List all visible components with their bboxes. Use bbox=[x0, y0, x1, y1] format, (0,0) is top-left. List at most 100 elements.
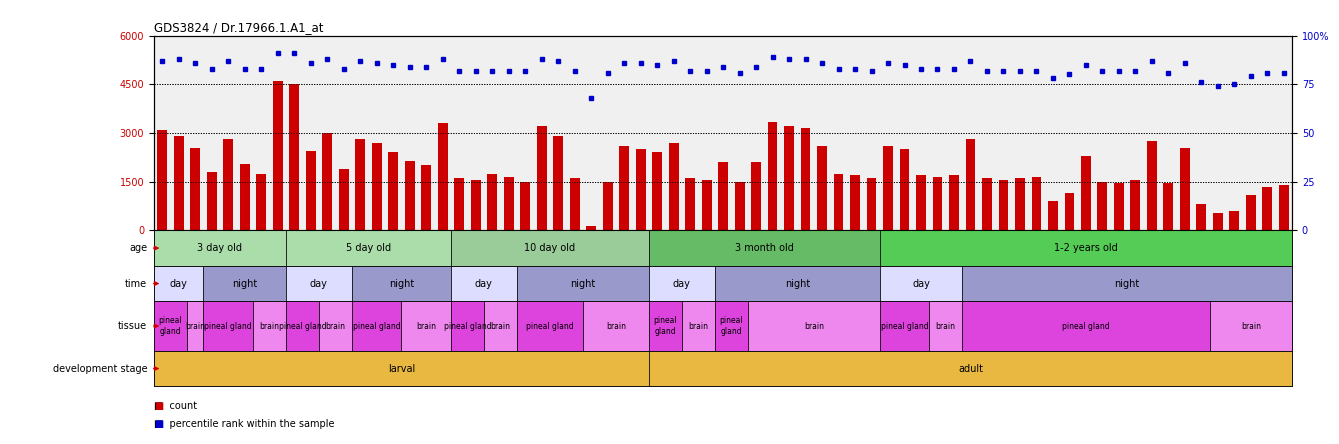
Bar bbox=[649, 230, 880, 266]
Bar bbox=[900, 149, 909, 230]
Text: larval: larval bbox=[388, 364, 415, 373]
Bar bbox=[388, 152, 398, 230]
Bar bbox=[569, 178, 580, 230]
Text: day: day bbox=[674, 278, 691, 289]
Text: adult: adult bbox=[957, 364, 983, 373]
Bar bbox=[850, 175, 860, 230]
Text: GDS3824 / Dr.17966.1.A1_at: GDS3824 / Dr.17966.1.A1_at bbox=[154, 21, 324, 34]
Bar bbox=[520, 182, 530, 230]
Bar bbox=[715, 266, 880, 301]
Bar bbox=[438, 123, 447, 230]
Bar bbox=[483, 301, 517, 351]
Bar bbox=[305, 151, 316, 230]
Text: age: age bbox=[129, 243, 147, 253]
Bar bbox=[1209, 301, 1292, 351]
Bar bbox=[1081, 156, 1091, 230]
Bar bbox=[451, 301, 483, 351]
Bar bbox=[1164, 183, 1173, 230]
Bar bbox=[157, 130, 167, 230]
Bar bbox=[154, 230, 287, 266]
Bar bbox=[240, 164, 249, 230]
Text: ■: ■ bbox=[154, 401, 163, 411]
Bar bbox=[801, 128, 810, 230]
Bar bbox=[154, 301, 187, 351]
Bar bbox=[1148, 141, 1157, 230]
Bar bbox=[323, 133, 332, 230]
Bar bbox=[352, 301, 402, 351]
Text: pineal
gland: pineal gland bbox=[158, 316, 182, 336]
Text: tissue: tissue bbox=[118, 321, 147, 331]
Bar bbox=[174, 136, 183, 230]
Text: pineal gland: pineal gland bbox=[205, 321, 252, 330]
Bar bbox=[204, 266, 287, 301]
Bar bbox=[619, 146, 629, 230]
Bar bbox=[767, 122, 778, 230]
Bar bbox=[817, 146, 828, 230]
Bar bbox=[999, 180, 1008, 230]
Text: night: night bbox=[388, 278, 414, 289]
Bar bbox=[880, 230, 1292, 266]
Bar bbox=[715, 301, 747, 351]
Bar bbox=[537, 127, 546, 230]
Bar bbox=[1065, 193, 1074, 230]
Bar bbox=[1263, 186, 1272, 230]
Text: day: day bbox=[912, 278, 931, 289]
Bar bbox=[451, 266, 517, 301]
Bar bbox=[422, 166, 431, 230]
Bar bbox=[206, 172, 217, 230]
Text: 1-2 years old: 1-2 years old bbox=[1054, 243, 1118, 253]
Bar bbox=[273, 81, 283, 230]
Text: brain: brain bbox=[803, 321, 823, 330]
Bar bbox=[454, 178, 465, 230]
Text: brain: brain bbox=[325, 321, 345, 330]
Bar bbox=[287, 301, 319, 351]
Bar bbox=[319, 301, 352, 351]
Text: pineal gland: pineal gland bbox=[443, 321, 491, 330]
Bar bbox=[1031, 177, 1042, 230]
Bar bbox=[834, 174, 844, 230]
Bar bbox=[916, 175, 927, 230]
Bar bbox=[668, 143, 679, 230]
Text: pineal gland: pineal gland bbox=[353, 321, 400, 330]
Bar bbox=[1048, 201, 1058, 230]
Text: ■: ■ bbox=[154, 419, 163, 429]
Bar bbox=[352, 266, 451, 301]
Bar bbox=[287, 266, 352, 301]
Text: 3 day old: 3 day old bbox=[197, 243, 242, 253]
Bar bbox=[718, 162, 728, 230]
Text: ■  count: ■ count bbox=[154, 401, 197, 411]
Bar bbox=[154, 266, 204, 301]
Text: time: time bbox=[125, 278, 147, 289]
Bar bbox=[517, 266, 649, 301]
Bar bbox=[1130, 180, 1141, 230]
Bar bbox=[949, 175, 959, 230]
Text: pineal gland: pineal gland bbox=[1062, 321, 1110, 330]
Bar bbox=[517, 301, 582, 351]
Bar bbox=[503, 177, 514, 230]
Bar bbox=[965, 139, 975, 230]
Bar bbox=[1180, 147, 1190, 230]
Bar bbox=[1197, 204, 1206, 230]
Bar bbox=[190, 147, 200, 230]
Bar bbox=[402, 301, 451, 351]
Bar bbox=[751, 162, 761, 230]
Text: brain: brain bbox=[185, 321, 205, 330]
Bar bbox=[652, 152, 661, 230]
Bar bbox=[1114, 183, 1123, 230]
Bar bbox=[682, 301, 715, 351]
Bar bbox=[224, 139, 233, 230]
Text: brain: brain bbox=[605, 321, 625, 330]
Bar bbox=[932, 177, 943, 230]
Bar bbox=[582, 301, 649, 351]
Bar bbox=[253, 301, 287, 351]
Text: night: night bbox=[1114, 278, 1139, 289]
Bar bbox=[372, 143, 382, 230]
Bar bbox=[256, 174, 266, 230]
Bar bbox=[603, 182, 612, 230]
Bar bbox=[963, 266, 1292, 301]
Text: brain: brain bbox=[260, 321, 280, 330]
Bar bbox=[1279, 185, 1289, 230]
Bar bbox=[451, 230, 649, 266]
Bar bbox=[880, 266, 963, 301]
Bar bbox=[735, 182, 744, 230]
